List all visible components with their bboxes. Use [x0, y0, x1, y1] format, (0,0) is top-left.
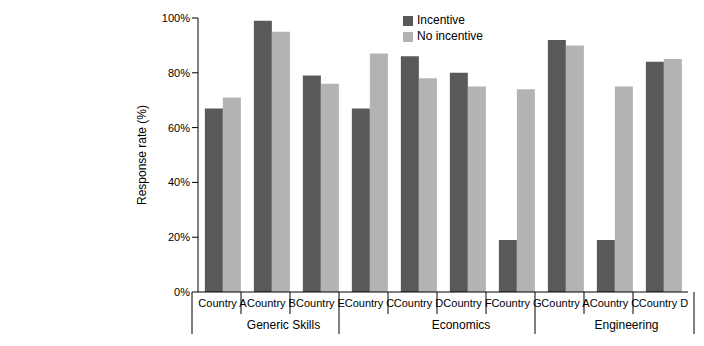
svg-text:Country E: Country E: [296, 297, 345, 309]
svg-text:Country B: Country B: [247, 297, 296, 309]
svg-text:60%: 60%: [168, 122, 190, 134]
svg-text:80%: 80%: [168, 67, 190, 79]
svg-text:Country D: Country D: [394, 297, 444, 309]
svg-text:100%: 100%: [162, 12, 190, 24]
svg-text:Engineering: Engineering: [594, 318, 658, 332]
svg-text:Country C: Country C: [590, 297, 640, 309]
svg-text:20%: 20%: [168, 231, 190, 243]
svg-text:Response rate (%): Response rate (%): [135, 105, 149, 205]
svg-text:Country F: Country F: [443, 297, 492, 309]
svg-text:Country D: Country D: [639, 297, 689, 309]
html-text:Incentive: Incentive: [417, 13, 465, 27]
svg-text:0%: 0%: [174, 286, 190, 298]
html-text:No incentive: No incentive: [417, 29, 483, 43]
svg-text:Country A: Country A: [198, 297, 247, 309]
svg-text:Generic Skills: Generic Skills: [247, 318, 320, 332]
svg-text:Country C: Country C: [345, 297, 395, 309]
svg-text:Economics: Economics: [432, 318, 491, 332]
svg-text:Country G: Country G: [491, 297, 541, 309]
svg-text:40%: 40%: [168, 176, 190, 188]
svg-text:Country A: Country A: [541, 297, 590, 309]
